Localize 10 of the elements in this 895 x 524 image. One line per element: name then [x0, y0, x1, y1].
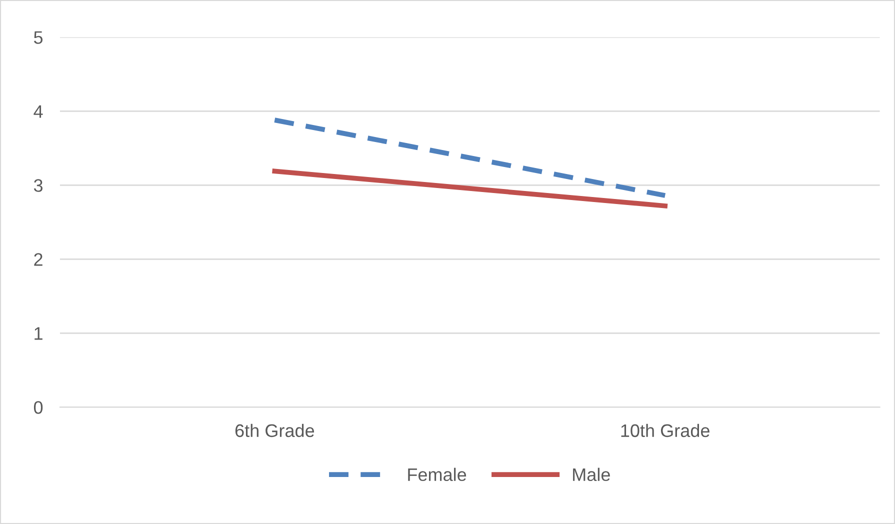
y-tick-label: 3 [34, 179, 43, 192]
x-tick-label: 6th Grade [235, 424, 314, 438]
y-tick-label: 1 [34, 327, 42, 340]
x-tick-label: 10th Grade [621, 424, 710, 438]
y-tick-label: 4 [34, 105, 43, 118]
y-tick-label: 5 [34, 31, 43, 44]
y-tick-label: 0 [34, 401, 43, 414]
y-tick-label: 2 [34, 253, 42, 266]
legend-label: Female [408, 468, 466, 482]
legend-label: Male [573, 468, 610, 482]
